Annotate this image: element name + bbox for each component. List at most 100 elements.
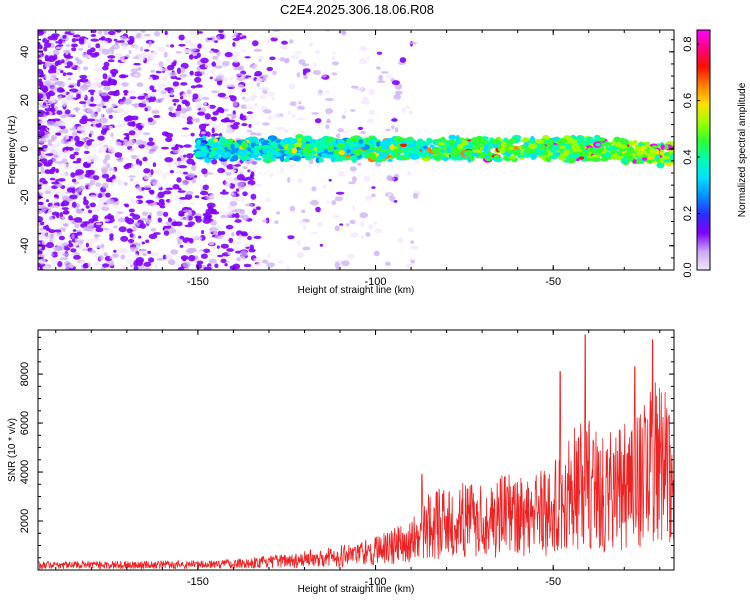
spectrogram-signal-blob [333, 149, 340, 155]
colorbar-frame [696, 29, 711, 271]
spectrogram-noise-blob [75, 169, 84, 175]
spectrogram-signal-blob [261, 154, 267, 159]
spectrogram-signal-blob [253, 145, 260, 150]
spectrogram-noise-blob [108, 125, 113, 130]
spectrogram-noise-blob [294, 51, 302, 55]
spectrogram-noise-blob [181, 99, 189, 105]
spectrogram-signal-blob [241, 140, 247, 145]
spectrogram-noise-blob [196, 250, 203, 254]
spectrogram-signal-blob [602, 142, 612, 146]
spectrogram-noise-blob [129, 199, 139, 205]
spectrogram-noise-blob [168, 106, 174, 111]
spectrogram-noise-blob [88, 89, 96, 93]
spectrogram-noise-blob [82, 199, 89, 206]
spectrogram-noise-blob [211, 61, 217, 67]
spectrogram-noise-blob [211, 246, 216, 250]
spectrogram-noise-blob [109, 106, 114, 113]
spectrogram-noise-blob [38, 210, 44, 214]
spectrogram-signal-blob [618, 144, 628, 149]
spectrogram-signal-blob [305, 148, 312, 156]
spectrogram-noise-blob [214, 40, 219, 43]
spectrogram-noise-blob [113, 204, 118, 208]
spectrogram-noise-blob [107, 59, 115, 63]
spectrogram-signal-blob [326, 154, 335, 158]
spectrogram-noise-blob [133, 266, 139, 270]
spectrogram-noise-blob [250, 97, 255, 102]
spectrogram-noise-blob [297, 178, 304, 184]
spectrogram-noise-blob [181, 179, 189, 186]
spectrogram-noise-blob [101, 169, 107, 175]
spectrogram-noise-blob [162, 211, 169, 217]
spectrogram-noise-blob [102, 65, 109, 71]
spectrogram-noise-blob [90, 34, 97, 37]
spectrogram-noise-blob [161, 93, 170, 98]
spectrogram-noise-blob [210, 208, 216, 215]
spectrogram-signal-blob [396, 155, 402, 161]
spectrogram-noise-blob [125, 258, 135, 264]
spectrogram-noise-blob [343, 109, 347, 114]
spectrogram-signal-blob [632, 159, 637, 164]
spectrogram-x-ticks: -150 -100 -50 [55, 30, 661, 288]
spectrogram-noise-blob [220, 258, 227, 264]
spectrogram-noise-blob [103, 31, 109, 36]
spectrogram-noise-blob [301, 130, 305, 135]
spectrogram-noise-blob [53, 229, 62, 233]
spectrogram-noise-blob [40, 166, 45, 172]
spectrogram-signal-blob [591, 157, 601, 162]
spectrogram-noise-blob [58, 235, 65, 241]
spectrogram-noise-blob [55, 212, 60, 219]
spectrogram-noise-blob [55, 41, 59, 44]
spectrogram-signal-blob [428, 138, 433, 144]
spectrogram-signal-blob [586, 147, 594, 152]
spectrogram-noise-blob [189, 30, 197, 36]
spectrogram-noise-blob [310, 232, 319, 235]
spectrogram-signal-blob [457, 143, 464, 150]
spectrogram-noise-blob [245, 106, 254, 110]
spectrogram-noise-blob [95, 103, 105, 107]
spectrogram-noise-blob [319, 243, 324, 247]
spectrogram-signal-blob [554, 152, 561, 156]
spectrogram-noise-blob [88, 185, 94, 190]
spectrogram-noise-blob [53, 205, 60, 209]
spectrogram-signal-blob [330, 156, 336, 163]
spectrogram-noise-blob [48, 145, 56, 150]
spectrogram-signal-blob [591, 150, 601, 155]
spectrogram-signal-blob [649, 151, 657, 158]
spectrogram-noise-blob [308, 42, 313, 48]
spectrogram-noise-blob [129, 148, 134, 152]
spectrogram-noise-blob [135, 139, 144, 146]
spectrogram-noise-blob [200, 190, 209, 196]
spectrogram-noise-blob [242, 97, 251, 103]
spectrogram-noise-blob [74, 241, 79, 247]
spectrogram-noise-blob [236, 174, 245, 181]
spectrogram-noise-blob [156, 257, 165, 261]
spectrogram-noise-blob [224, 51, 233, 58]
spectrogram-signal-blob [461, 140, 470, 146]
spectrogram-noise-blob [134, 73, 139, 77]
spectrogram-noise-blob [225, 171, 232, 176]
spectrogram-signal-blob [351, 145, 358, 151]
spectrogram-noise-blob [45, 190, 51, 195]
spectrogram-noise-blob [107, 55, 116, 59]
spectrogram-noise-blob [97, 30, 103, 35]
spectrogram-noise-blob [410, 260, 415, 264]
spectrogram-noise-blob [375, 162, 382, 167]
spectrogram-noise-blob [126, 218, 135, 225]
spectrogram-signal-blob [479, 138, 489, 145]
spectrogram-noise-blob [68, 242, 74, 248]
spectrogram-noise-blob [103, 61, 110, 67]
spectrogram-signal-blob [578, 156, 585, 160]
spectrogram-noise-blob [191, 235, 199, 240]
spectrogram-noise-blob [38, 130, 46, 137]
spectrogram-noise-blob [169, 170, 174, 174]
spectrogram-noise-blob [148, 93, 157, 97]
spectrogram-noise-blob [219, 191, 229, 195]
spectrogram-noise-blob [43, 46, 48, 52]
spectrogram-noise-blob [298, 252, 305, 259]
spectrogram-noise-blob [38, 245, 42, 250]
spectrogram-noise-blob [308, 159, 314, 165]
spectrogram-noise-blob [77, 48, 84, 51]
spectrogram-noise-blob [113, 225, 118, 229]
spectrogram-noise-blob [46, 121, 56, 127]
